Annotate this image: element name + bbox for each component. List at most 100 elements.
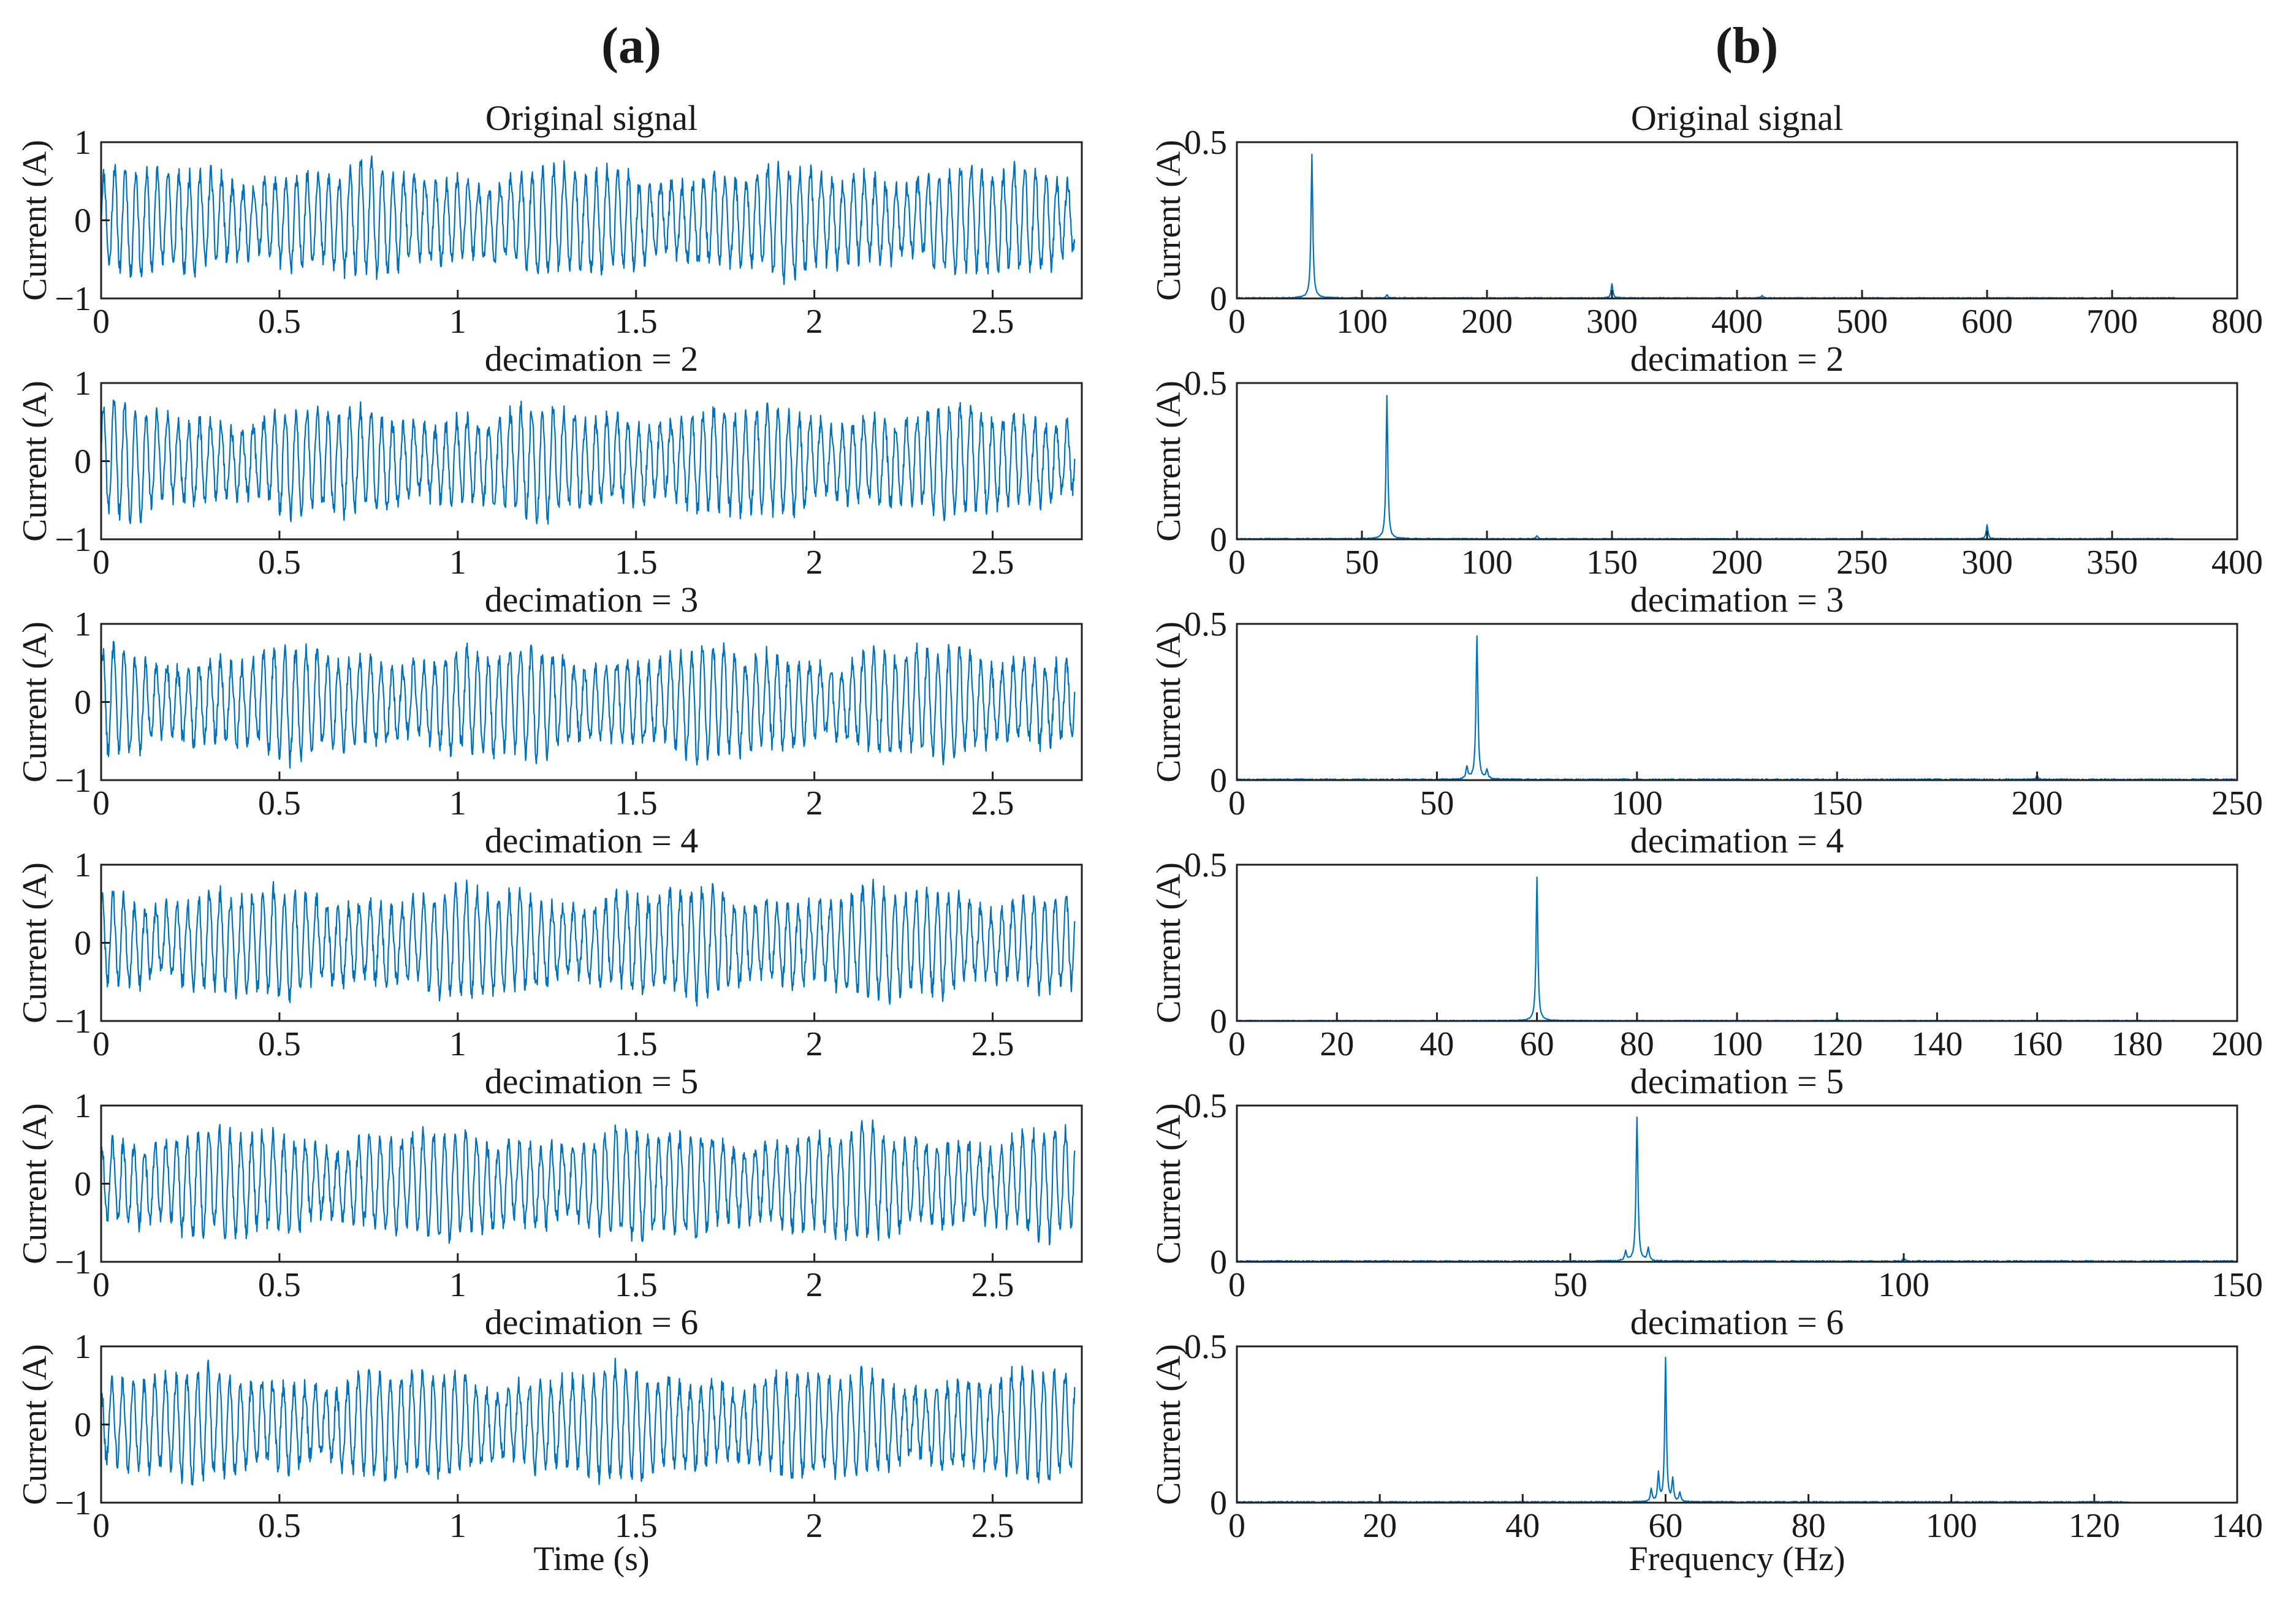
chart-a5-title: decimation = 5 xyxy=(485,1061,698,1101)
chart-a4-xtick-label: 2.5 xyxy=(971,1025,1014,1063)
chart-b6-xtick-label: 60 xyxy=(1648,1507,1682,1545)
chart-b5-ytick-label: 0 xyxy=(1210,1243,1227,1281)
panel-label-b: (b) xyxy=(1716,17,1779,74)
chart-b4-xtick-label: 140 xyxy=(1911,1025,1963,1063)
chart-b6-xtick-label: 20 xyxy=(1363,1507,1397,1545)
chart-b1-xtick-label: 400 xyxy=(1711,303,1763,341)
chart-a4-xtick-label: 0 xyxy=(93,1025,110,1063)
chart-a1-xtick-label: 0 xyxy=(93,303,110,341)
chart-b1-ylabel: Current (A) xyxy=(1150,140,1188,301)
chart-a6-ytick-label: −1 xyxy=(55,1484,91,1522)
chart-b3-xtick-label: 0 xyxy=(1228,784,1245,822)
chart-b4-ytick-label: 0.5 xyxy=(1184,846,1227,884)
chart-a5-ytick-label: 1 xyxy=(74,1087,91,1125)
chart-b3-xtick-label: 150 xyxy=(1811,784,1863,822)
chart-a5-ytick-label: −1 xyxy=(55,1243,91,1281)
chart-a3-xtick-label: 1.5 xyxy=(615,784,658,822)
chart-b6-axes-frame xyxy=(1236,1345,2238,1504)
chart-a4-ytick-label: 0 xyxy=(74,925,91,963)
chart-a1-series-line xyxy=(100,155,1076,286)
chart-a1-xtick-label: 1 xyxy=(449,303,466,341)
chart-b2-ylabel: Current (A) xyxy=(1150,381,1188,542)
chart-b1-xtick-label: 100 xyxy=(1336,303,1388,341)
chart-a3-series-line xyxy=(100,640,1076,769)
chart-a4-xtick-label: 1.5 xyxy=(615,1025,658,1063)
chart-a6-title: decimation = 6 xyxy=(485,1302,698,1342)
chart-b4-xtick-label: 20 xyxy=(1320,1025,1354,1063)
chart-b1-xtick-label: 800 xyxy=(2211,303,2263,341)
chart-b5-xtick-label: 150 xyxy=(2211,1266,2263,1304)
chart-b3-xtick-label: 250 xyxy=(2211,784,2263,822)
chart-a2-ytick-label: 1 xyxy=(74,365,91,403)
chart-b2-title: decimation = 2 xyxy=(1630,339,1844,379)
chart-b4-xtick-label: 40 xyxy=(1420,1025,1454,1063)
chart-b2-xtick-label: 400 xyxy=(2211,544,2263,582)
chart-b1-title: Original signal xyxy=(1631,98,1843,138)
chart-b1-ytick-label: 0.5 xyxy=(1184,124,1227,162)
chart-b4-xtick-label: 100 xyxy=(1711,1025,1763,1063)
chart-a3-ylabel: Current (A) xyxy=(16,621,54,783)
chart-b2-ytick-label: 0.5 xyxy=(1184,365,1227,403)
chart-a3-ytick-label: 0 xyxy=(74,684,91,722)
chart-a5-series-line xyxy=(100,1119,1076,1246)
chart-a1-ytick-label: 1 xyxy=(74,124,91,162)
chart-a6-ytick-label: 1 xyxy=(74,1328,91,1366)
chart-a6-xtick-label: 2 xyxy=(806,1507,823,1545)
chart-a6-xtick-label: 0.5 xyxy=(258,1507,301,1545)
chart-b4-xtick-label: 0 xyxy=(1228,1025,1245,1063)
chart-a2-xtick-label: 2.5 xyxy=(971,544,1014,582)
chart-a4-xtick-label: 1 xyxy=(449,1025,466,1063)
chart-b4-xtick-label: 180 xyxy=(2112,1025,2163,1063)
chart-a4-ylabel: Current (A) xyxy=(16,862,54,1023)
chart-a3-xtick-label: 2.5 xyxy=(971,784,1014,822)
chart-b3-ytick-label: 0.5 xyxy=(1184,605,1227,643)
chart-b5-xtick-label: 0 xyxy=(1228,1266,1245,1304)
chart-b4-xtick-label: 80 xyxy=(1620,1025,1654,1063)
chart-b3: 0 50 100 150 200 250 0 0.5 decimation = 3 Current… xyxy=(1150,580,2263,822)
chart-b3-title: decimation = 3 xyxy=(1630,580,1844,620)
chart-a6-xtick-label: 2.5 xyxy=(971,1507,1014,1545)
chart-b5-axes-frame xyxy=(1236,1104,2238,1263)
chart-a1-ylabel: Current (A) xyxy=(16,140,54,301)
chart-a3-xtick-label: 1 xyxy=(449,784,466,822)
chart-b6-ytick-label: 0 xyxy=(1210,1484,1227,1522)
chart-a4-title: decimation = 4 xyxy=(485,821,698,860)
chart-b4: 0 20 40 60 80 100 120 140 160 180 200 0 0.5 decimatio… xyxy=(1150,821,2263,1063)
chart-b4-xtick-label: 120 xyxy=(1811,1025,1863,1063)
chart-a5-xtick-label: 0.5 xyxy=(258,1266,301,1304)
chart-a2-xtick-label: 0 xyxy=(93,544,110,582)
chart-a2-xtick-label: 1.5 xyxy=(615,544,658,582)
chart-a2-xtick-label: 2 xyxy=(806,544,823,582)
chart-a1-ytick-label: −1 xyxy=(55,280,91,318)
chart-a6-ytick-label: 0 xyxy=(74,1406,91,1444)
chart-b1-xtick-label: 500 xyxy=(1836,303,1888,341)
chart-a3-title: decimation = 3 xyxy=(485,580,698,620)
chart-a5-xtick-label: 2.5 xyxy=(971,1266,1014,1304)
chart-a4-xtick-label: 2 xyxy=(806,1025,823,1063)
chart-a3-xtick-label: 2 xyxy=(806,784,823,822)
chart-b2-xtick-label: 350 xyxy=(2086,544,2138,582)
chart-b6-xtick-label: 140 xyxy=(2211,1507,2263,1545)
chart-a6-xtick-label: 0 xyxy=(93,1507,110,1545)
chart-a5-xtick-label: 1 xyxy=(449,1266,466,1304)
chart-b5-xtick-label: 100 xyxy=(1878,1266,1929,1304)
chart-b4-xtick-label: 160 xyxy=(2012,1025,2063,1063)
chart-b2-xtick-label: 300 xyxy=(1961,544,2013,582)
chart-b5: 0 50 100 150 0 0.5 decimation = 5 Current (A) xyxy=(1150,1061,2263,1304)
chart-b6-xtick-label: 40 xyxy=(1505,1507,1540,1545)
chart-a4-ytick-label: −1 xyxy=(55,1003,91,1041)
chart-b4-ytick-label: 0 xyxy=(1210,1003,1227,1041)
chart-a6-xtick-label: 1.5 xyxy=(615,1507,658,1545)
chart-b5-ytick-label: 0.5 xyxy=(1184,1087,1227,1125)
chart-a1-title: Original signal xyxy=(485,98,698,138)
chart-b3-ytick-label: 0 xyxy=(1210,762,1227,800)
chart-b2: 0 50 100 150 200 250 300 350 400 0 0.5 decimation =… xyxy=(1150,339,2263,582)
chart-a1-xtick-label: 1.5 xyxy=(615,303,658,341)
